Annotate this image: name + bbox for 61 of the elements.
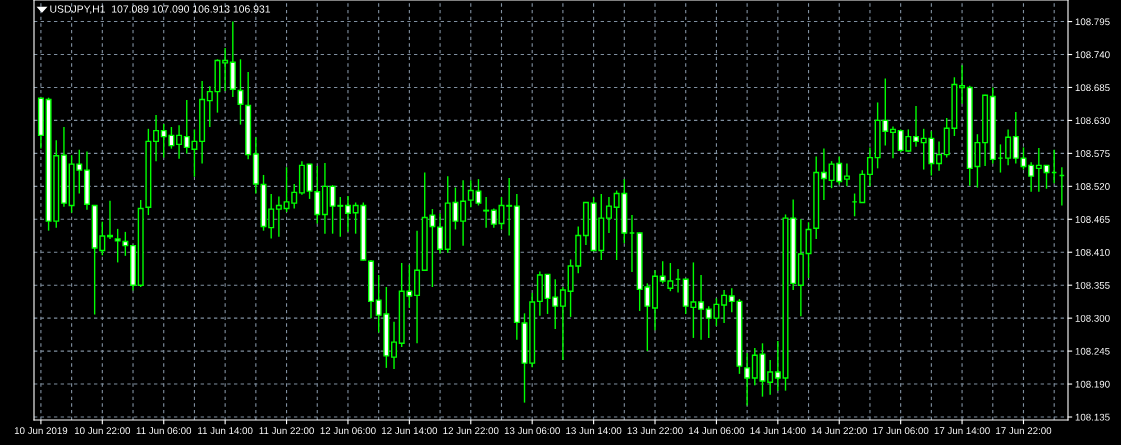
x-tick-label: 11 Jun 06:00 bbox=[136, 427, 192, 435]
x-tick-label: 12 Jun 14:00 bbox=[382, 427, 438, 435]
y-tick-label: 108.410 bbox=[1075, 248, 1110, 256]
y-tick-label: 108.685 bbox=[1075, 84, 1110, 92]
chart-title: USDJPY,H1 107.089 107.090 106.913 106.931 bbox=[50, 5, 271, 14]
candlestick bbox=[1028, 161, 1035, 193]
candlestick bbox=[275, 195, 282, 238]
candlestick bbox=[721, 289, 728, 324]
candlestick bbox=[176, 124, 183, 160]
y-tick-label: 108.300 bbox=[1075, 314, 1110, 322]
candlestick bbox=[744, 352, 751, 407]
candlestick bbox=[698, 274, 705, 341]
y-tick-label: 108.630 bbox=[1075, 117, 1110, 125]
candlestick bbox=[237, 58, 244, 126]
candlestick bbox=[767, 359, 774, 396]
x-tick-label: 13 Jun 22:00 bbox=[627, 427, 683, 435]
candlestick bbox=[866, 146, 873, 188]
candlestick bbox=[460, 179, 467, 247]
y-tick-label: 108.740 bbox=[1075, 51, 1110, 59]
candlestick bbox=[843, 162, 850, 188]
candlestick bbox=[820, 147, 827, 201]
y-tick-label: 108.520 bbox=[1075, 183, 1110, 190]
candlestick bbox=[222, 47, 229, 92]
candlestick bbox=[506, 177, 513, 237]
y-tick-label: 108.795 bbox=[1075, 18, 1110, 26]
candlestick bbox=[913, 105, 920, 148]
x-tick-label: 10 Jun 2019 bbox=[14, 427, 68, 435]
x-tick-label: 17 Jun 22:00 bbox=[996, 427, 1052, 435]
x-tick-label: 17 Jun 14:00 bbox=[934, 427, 990, 435]
candlestick bbox=[889, 125, 896, 159]
candlestick bbox=[605, 196, 612, 234]
x-tick-label: 12 Jun 06:00 bbox=[320, 427, 376, 435]
candlestick bbox=[153, 114, 160, 162]
candlestick bbox=[959, 64, 966, 105]
y-tick-label: 108.245 bbox=[1075, 347, 1110, 355]
y-tick-label: 108.135 bbox=[1075, 413, 1110, 421]
candlestick bbox=[391, 321, 398, 370]
candlestick bbox=[936, 140, 943, 172]
candlestick bbox=[805, 221, 812, 279]
x-tick-label: 14 Jun 22:00 bbox=[811, 427, 867, 435]
x-tick-label: 11 Jun 14:00 bbox=[198, 427, 253, 435]
x-tick-label: 14 Jun 14:00 bbox=[750, 427, 806, 435]
candlestick bbox=[774, 340, 781, 392]
x-tick-label: 17 Jun 06:00 bbox=[873, 427, 929, 435]
candlestick bbox=[1043, 164, 1050, 190]
candlestick bbox=[344, 195, 351, 233]
y-tick-label: 108.575 bbox=[1075, 150, 1110, 157]
y-tick-label: 108.355 bbox=[1075, 281, 1110, 289]
y-tick-label: 108.190 bbox=[1075, 380, 1110, 388]
candlestick bbox=[437, 212, 444, 255]
candlestick bbox=[483, 196, 490, 229]
y-tick-label: 108.465 bbox=[1075, 216, 1110, 223]
x-tick-label: 13 Jun 14:00 bbox=[566, 427, 622, 435]
candlestick bbox=[1035, 147, 1042, 193]
x-tick-label: 14 Jun 06:00 bbox=[689, 427, 745, 435]
x-tick-label: 12 Jun 22:00 bbox=[443, 427, 499, 435]
x-tick-label: 11 Jun 22:00 bbox=[259, 427, 314, 435]
candlestick bbox=[1005, 128, 1012, 167]
x-tick-label: 13 Jun 06:00 bbox=[504, 427, 560, 435]
candlestick bbox=[559, 286, 566, 361]
x-tick-label: 10 Jun 22:00 bbox=[74, 427, 131, 435]
